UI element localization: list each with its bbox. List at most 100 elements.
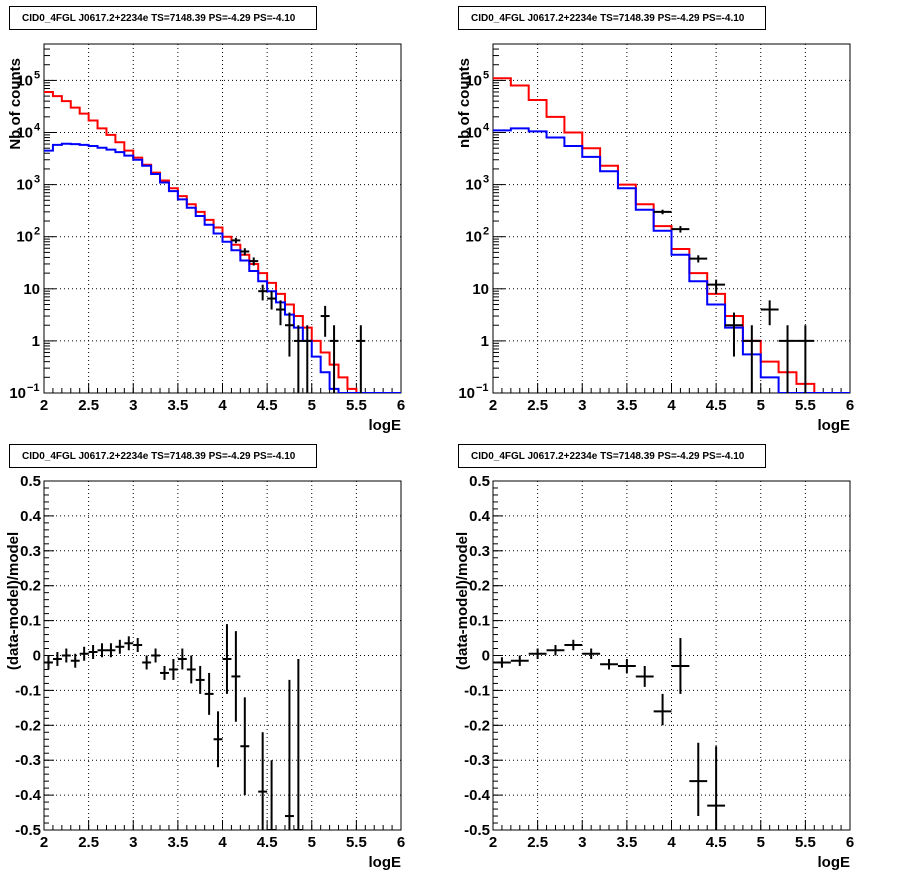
- y-tick-label: 10: [465, 177, 482, 194]
- y-tick-label: 10: [465, 229, 482, 246]
- plot-area: [493, 638, 726, 830]
- data-point: [267, 760, 277, 830]
- y-tick-label: 0.3: [469, 543, 490, 560]
- x-tick-label: 3.5: [167, 834, 188, 851]
- data-point: [258, 284, 268, 301]
- y-tick-label: 10: [16, 125, 33, 142]
- x-axis-label: logE: [369, 854, 402, 871]
- y-tick-label: 10: [458, 385, 475, 402]
- x-tick-label: 2: [40, 397, 48, 414]
- x-tick-label: 3: [578, 397, 586, 414]
- y-tick-label: -0.1: [15, 682, 41, 699]
- data-point: [493, 657, 511, 668]
- data-point: [106, 643, 116, 658]
- plot-area: [493, 77, 850, 393]
- plot-area: [44, 90, 401, 393]
- plot-frame: [492, 43, 851, 394]
- y-tick-label: -0.3: [15, 752, 41, 769]
- y-tick-label: 10: [465, 72, 482, 89]
- data-point: [600, 658, 618, 670]
- data-point: [617, 658, 636, 673]
- y-axis-label: Nb of counts: [7, 58, 24, 150]
- y-tick-label: -0.2: [464, 717, 490, 734]
- data-point: [796, 325, 815, 393]
- data-point: [320, 305, 330, 337]
- x-tick-label: 2: [489, 397, 497, 414]
- y-axis-label: nb of counts: [456, 58, 473, 148]
- x-tick-label: 4: [218, 397, 227, 414]
- data-point: [671, 638, 690, 694]
- y-tick-exponent: 2: [34, 226, 40, 238]
- y-tick-label: 0.4: [469, 508, 491, 525]
- data-point: [293, 325, 303, 393]
- data-point: [284, 679, 294, 830]
- plot-frame: [43, 480, 402, 831]
- y-tick-label: 1: [481, 333, 489, 350]
- data-point: [97, 643, 107, 658]
- data-point: [742, 325, 761, 393]
- y-tick-exponent: 5: [34, 69, 40, 81]
- y-tick-exponent: 2: [483, 226, 489, 238]
- x-tick-label: 3: [129, 397, 137, 414]
- chart-title-top-left: CID0_4FGL J0617.2+2234e TS=7148.39 PS=-4…: [9, 6, 317, 30]
- y-tick-label: 10: [23, 281, 40, 298]
- y-tick-exponent: 5: [483, 69, 489, 81]
- data-point: [258, 732, 268, 830]
- data-point: [222, 624, 232, 694]
- x-tick-label: 4.5: [706, 397, 727, 414]
- data-point: [79, 646, 89, 661]
- y-tick-label: 0.1: [20, 613, 41, 630]
- pad-top-left: 2 2.5 3 3.5 4 4.5 5 5.5 6 logE 10 −1 1 10 10 2 10 3 10 4 10 5…: [0, 0, 449, 437]
- data-point: [88, 645, 98, 659]
- y-tick-label: 0.4: [20, 508, 42, 525]
- x-tick-label: 2: [489, 834, 497, 851]
- x-tick-label: 3: [129, 834, 137, 851]
- x-tick-label: 2.5: [78, 397, 99, 414]
- x-tick-label: 3.5: [167, 397, 188, 414]
- data-point: [151, 648, 161, 663]
- data-point: [329, 325, 339, 393]
- y-tick-label: -0.2: [15, 717, 41, 734]
- y-tick-label: 10: [465, 125, 482, 142]
- x-axis-label: logE: [818, 417, 851, 434]
- data-point: [240, 248, 250, 256]
- x-tick-label: 5: [757, 397, 765, 414]
- x-tick-label: 4: [218, 834, 227, 851]
- data-point: [725, 312, 743, 357]
- data-point: [778, 325, 797, 393]
- x-tick-label: 5.5: [795, 834, 816, 851]
- data-point: [635, 665, 654, 687]
- x-tick-label: 3: [578, 834, 586, 851]
- y-tick-label: -0.3: [464, 752, 490, 769]
- y-tick-exponent: −1: [27, 382, 40, 394]
- x-tick-label: 6: [846, 834, 854, 851]
- model-histogram: [493, 77, 850, 393]
- x-tick-label: 2.5: [78, 834, 99, 851]
- data-point: [177, 648, 187, 670]
- data-point: [760, 300, 779, 326]
- chart-title-bottom-right: CID0_4FGL J0617.2+2234e TS=7148.39 PS=-4…: [458, 444, 766, 468]
- data-point: [231, 237, 241, 244]
- x-tick-label: 2.5: [527, 834, 548, 851]
- data-point: [653, 693, 672, 726]
- y-tick-label: 10: [16, 229, 33, 246]
- y-tick-label: 0.1: [469, 613, 490, 630]
- data-point: [276, 300, 285, 326]
- data-point: [582, 648, 601, 659]
- y-tick-label: 0.5: [469, 473, 490, 490]
- data-point: [293, 658, 303, 830]
- chart-title-bottom-left: CID0_4FGL J0617.2+2234e TS=7148.39 PS=-4…: [9, 444, 317, 468]
- data-point: [284, 312, 294, 357]
- data-point: [546, 645, 565, 656]
- y-tick-exponent: −1: [476, 382, 489, 394]
- data-point: [510, 655, 529, 666]
- data-point: [124, 636, 134, 651]
- background-histogram: [493, 127, 850, 393]
- y-axis-label: (data-model)/model: [454, 532, 471, 670]
- data-point: [356, 325, 366, 393]
- data-point: [707, 746, 726, 830]
- y-axis-label: (data-model)/model: [5, 532, 22, 670]
- data-point: [115, 639, 125, 654]
- chart-bottom-right: 2 2.5 3 3.5 4 4.5 5 5.5 6 logE -0.5 -0.4 -0.3 -0.2 -0.…: [454, 473, 854, 871]
